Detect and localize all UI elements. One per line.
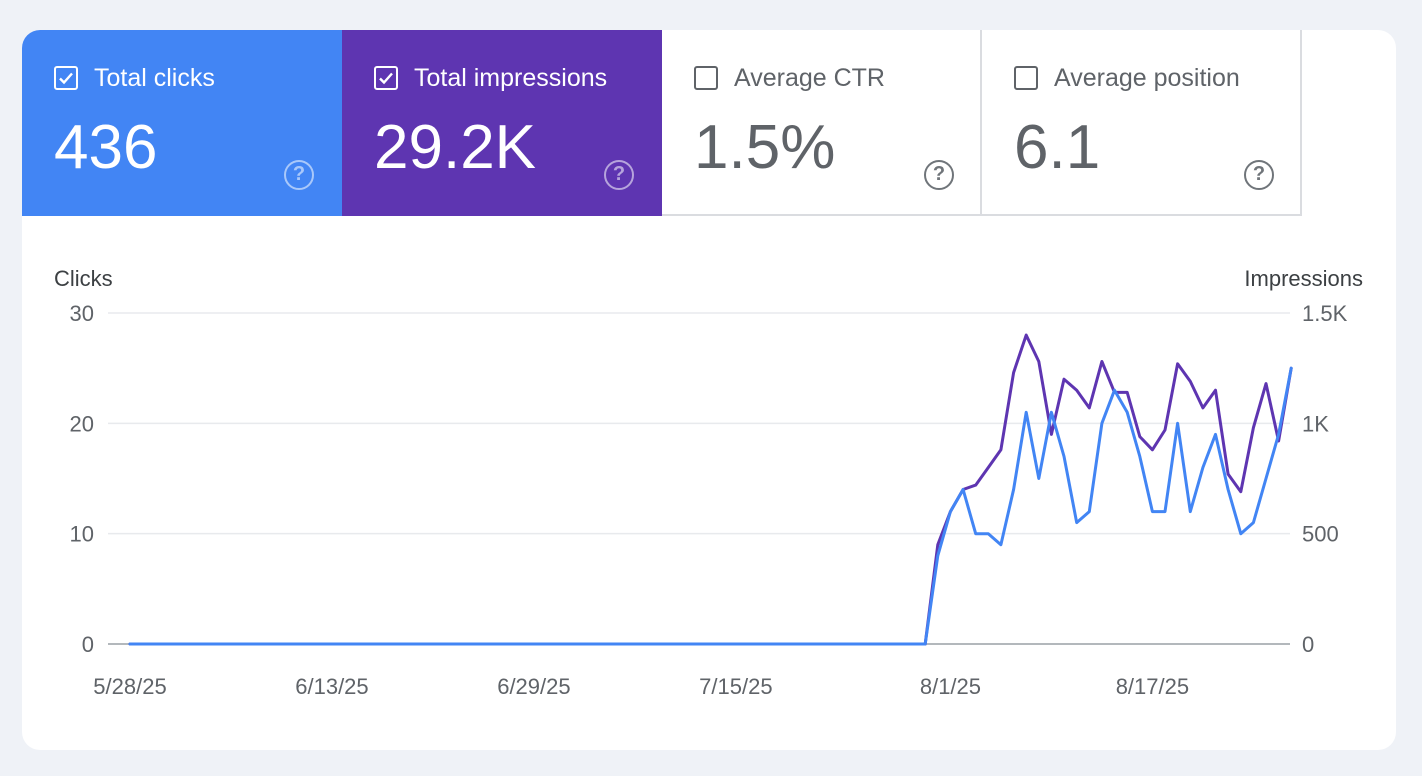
- x-axis-tick-label: 6/29/25: [497, 674, 570, 699]
- left-axis-tick-label: 30: [70, 301, 94, 326]
- average-position-checkbox[interactable]: [1014, 66, 1038, 90]
- metric-total-impressions[interactable]: Total impressions 29.2K ?: [342, 30, 662, 216]
- series-line-clicks: [128, 366, 1293, 646]
- total-clicks-value: 436: [54, 113, 158, 182]
- chart-series: [128, 333, 1293, 646]
- axis-ticks: 0 10 20 30 0 500 1K 1.5K 5/28/25 6/13/25 6/29/25 7/…: [70, 301, 1348, 699]
- checkmark-icon: [379, 72, 393, 85]
- x-axis-tick-label: 5/28/25: [93, 674, 166, 699]
- right-axis-tick-label: 1K: [1302, 411, 1329, 436]
- series-line-impressions: [128, 333, 1293, 646]
- performance-chart: Clicks Impressions 0 10 20 30 0 500 1K 1.5K 5/28…: [54, 266, 1363, 699]
- left-axis-tick-label: 0: [82, 632, 94, 657]
- help-icon[interactable]: ?: [284, 160, 314, 190]
- performance-card: Total clicks 436 ? Total impressions 29.…: [22, 30, 1396, 750]
- right-axis-title: Impressions: [1244, 266, 1363, 291]
- right-axis-tick-label: 0: [1302, 632, 1314, 657]
- left-axis-tick-label: 10: [70, 522, 94, 547]
- total-impressions-label: Total impressions: [414, 64, 608, 92]
- left-axis-tick-label: 20: [70, 411, 94, 436]
- metric-tabs: Total clicks 436 ? Total impressions 29.…: [22, 30, 1302, 216]
- average-ctr-checkbox[interactable]: [694, 66, 718, 90]
- x-axis-tick-label: 8/1/25: [920, 674, 981, 699]
- right-axis-tick-label: 500: [1302, 522, 1339, 547]
- help-icon[interactable]: ?: [604, 160, 634, 190]
- total-clicks-label: Total clicks: [94, 64, 215, 92]
- total-clicks-checkbox[interactable]: [54, 66, 78, 90]
- average-position-value: 6.1: [1014, 113, 1101, 182]
- x-axis-tick-label: 6/13/25: [295, 674, 368, 699]
- left-axis-title: Clicks: [54, 266, 113, 291]
- average-ctr-label: Average CTR: [734, 64, 885, 92]
- checkmark-icon: [59, 72, 73, 85]
- metric-total-clicks[interactable]: Total clicks 436 ?: [22, 30, 342, 216]
- average-position-label: Average position: [1054, 64, 1240, 92]
- metric-average-ctr[interactable]: Average CTR 1.5% ?: [662, 30, 982, 216]
- total-impressions-checkbox[interactable]: [374, 66, 398, 90]
- total-impressions-value: 29.2K: [374, 113, 537, 182]
- right-axis-tick-label: 1.5K: [1302, 301, 1348, 326]
- x-axis-tick-label: 8/17/25: [1116, 674, 1189, 699]
- help-icon[interactable]: ?: [1244, 160, 1274, 190]
- average-ctr-value: 1.5%: [694, 113, 836, 182]
- metric-average-position[interactable]: Average position 6.1 ?: [982, 30, 1302, 216]
- x-axis-tick-label: 7/15/25: [699, 674, 772, 699]
- help-icon[interactable]: ?: [924, 160, 954, 190]
- chart-gridlines: [108, 312, 1290, 645]
